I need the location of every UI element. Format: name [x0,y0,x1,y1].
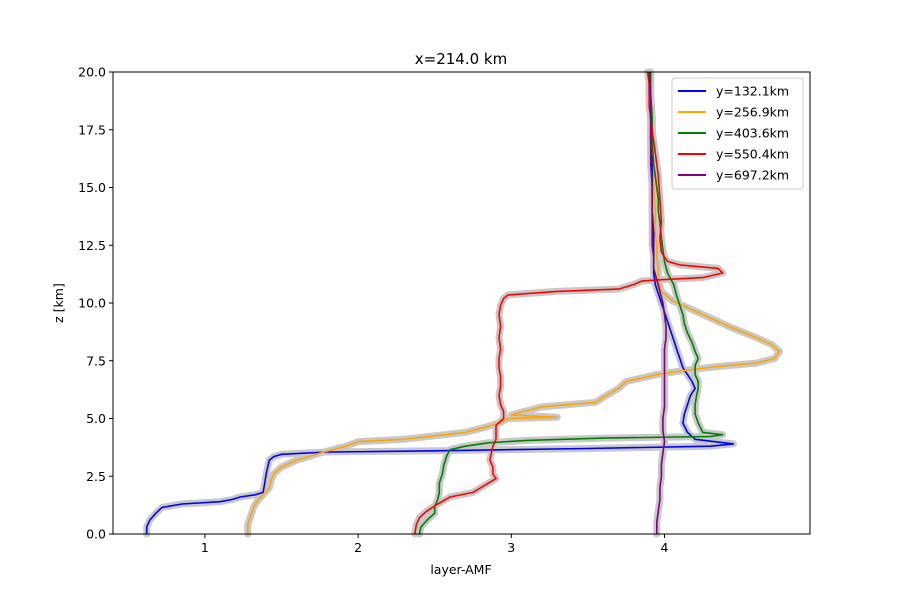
y-tick-label: 2.5 [86,469,106,484]
series-line-5 [648,71,667,534]
series-line-1 [145,72,735,534]
y-tick-label: 5.0 [86,411,106,426]
y-tick-label: 17.5 [78,122,106,137]
chart-title: x=214.0 km [415,50,507,68]
y-tick-label: 10.0 [78,296,106,311]
y-tick-label: 0.0 [86,527,106,542]
legend-label: y=550.4km [716,147,789,162]
y-tick-label: 12.5 [78,238,106,253]
y-tick-label: 20.0 [78,65,106,80]
y-tick-label: 7.5 [86,353,106,368]
y-axis-ticks: 0.0 2.5 5.0 7.5 10.0 12.5 15.0 17.5 20.0 [78,65,113,542]
series-line-2 [247,72,781,534]
legend-label: y=697.2km [716,168,789,183]
legend-label: y=256.9km [716,105,789,120]
x-tick-label: 4 [660,540,668,555]
series-lines [145,71,781,535]
legend-label: y=403.6km [716,126,789,141]
x-tick-label: 3 [507,540,515,555]
x-tick-label: 1 [201,540,209,555]
series-line-3 [418,72,724,535]
x-tick-label: 2 [354,540,362,555]
legend-box [671,77,804,190]
series-line-4 [414,71,724,535]
y-axis-label: z [km] [51,283,66,323]
uncertainty-band-1 [143,68,737,538]
legend: y=132.1km y=256.9km y=403.6km y=550.4km y=69… [671,77,804,190]
legend-label: y=132.1km [716,84,789,99]
x-axis-label: layer-AMF [430,562,491,577]
x-axis-ticks: 1 2 3 4 [201,534,668,555]
y-tick-label: 15.0 [78,180,106,195]
